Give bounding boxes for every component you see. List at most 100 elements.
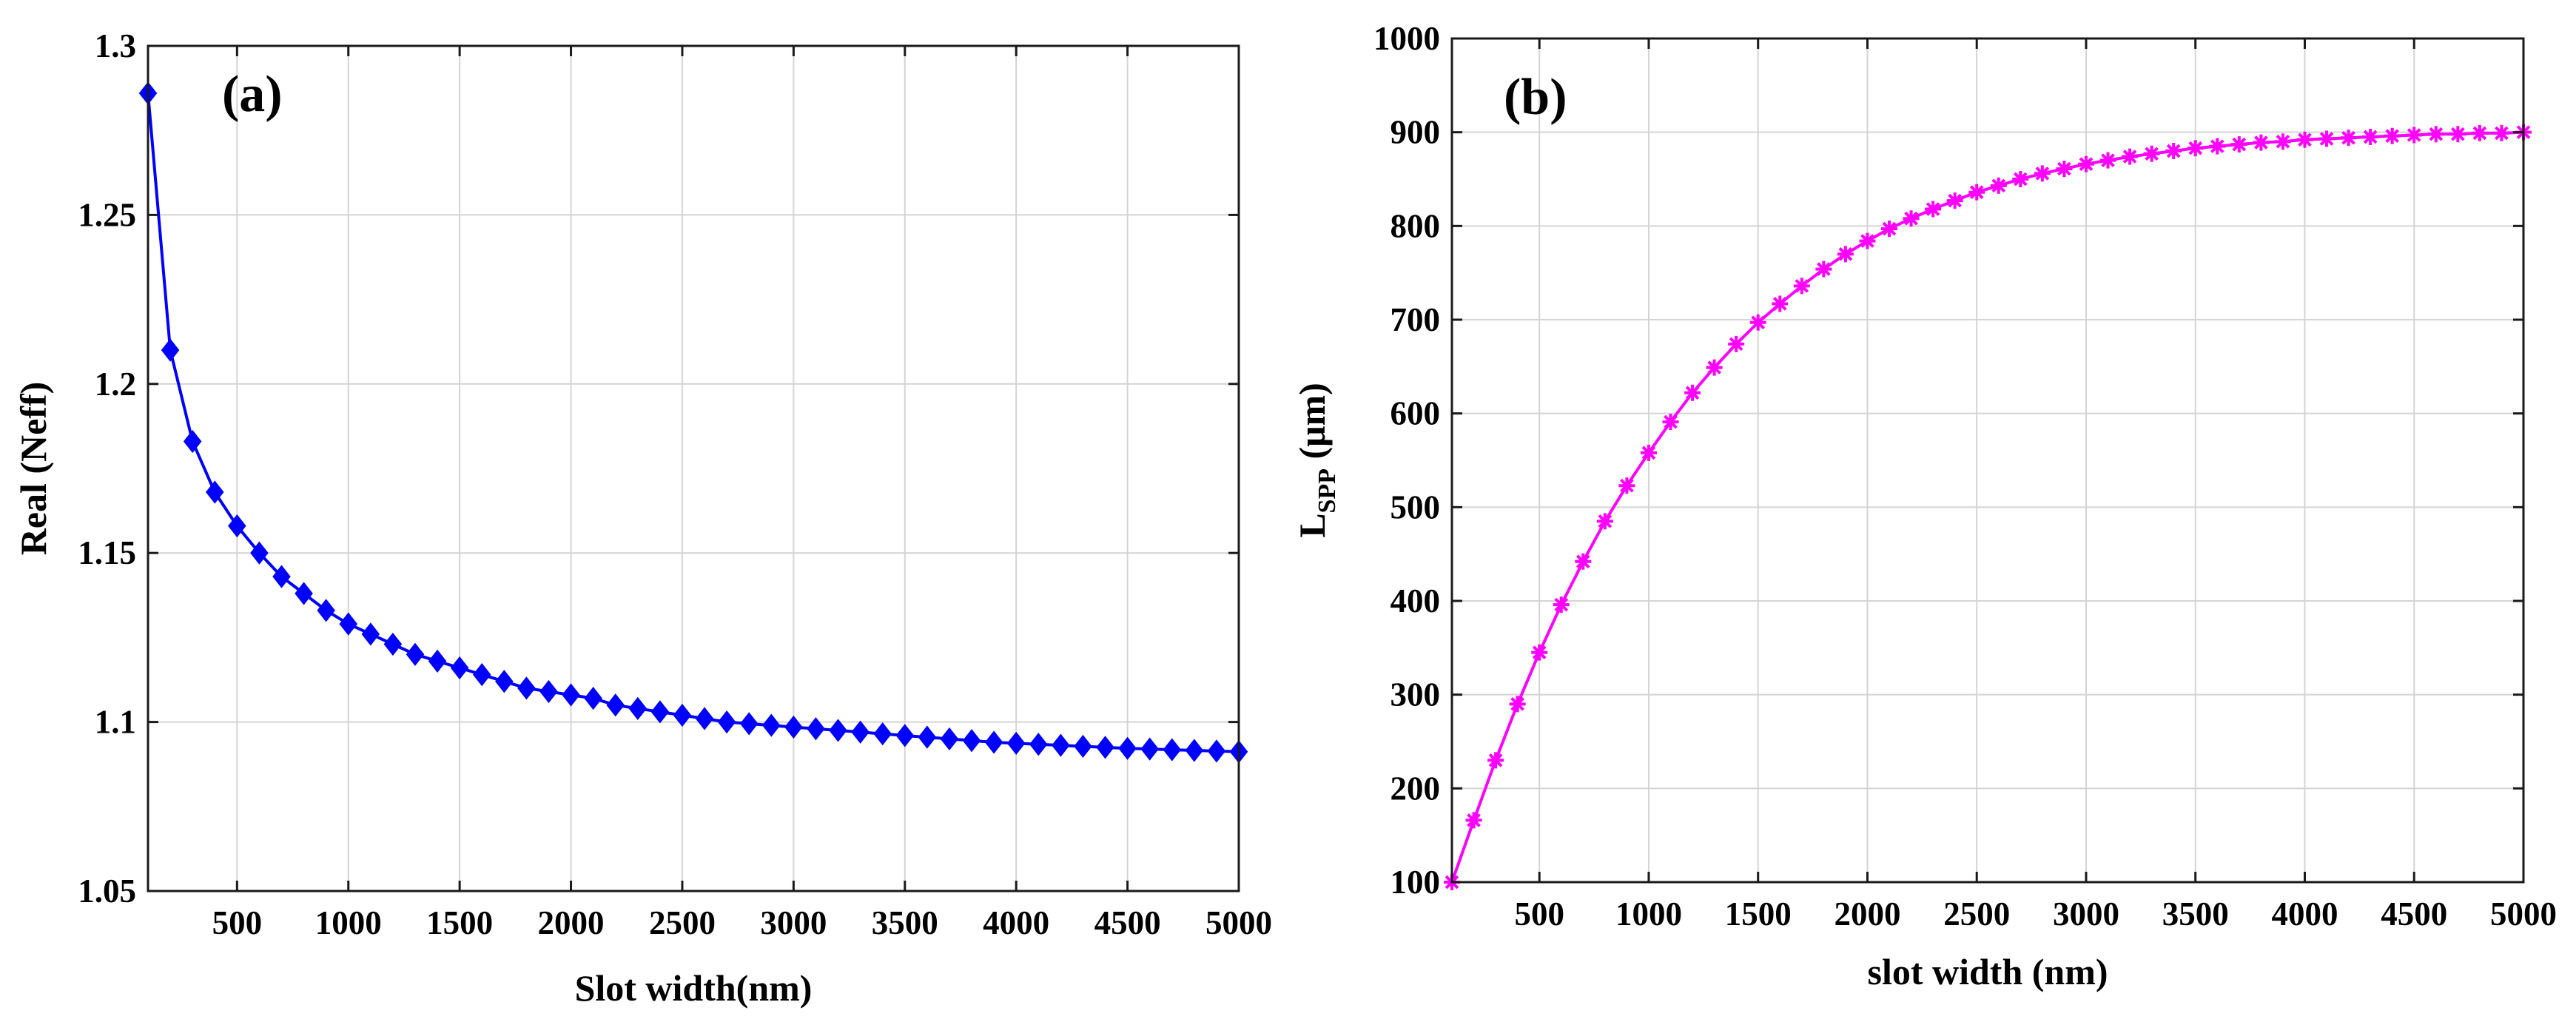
x-tick-label-b: 4000 [2271, 895, 2338, 932]
x-tick-label-a: 2500 [649, 904, 716, 941]
x-tick-label-b: 3500 [2162, 895, 2229, 932]
data-point-b [2209, 138, 2226, 155]
data-point-a [317, 599, 335, 622]
data-point-a [606, 693, 625, 717]
data-point-b [2427, 126, 2444, 143]
data-point-a [228, 514, 246, 538]
data-point-b [2012, 171, 2029, 187]
data-point-a [829, 719, 847, 742]
y-tick-label-a: 1.15 [78, 534, 136, 571]
chart-panel-a: 500 1000 1500 2000 2500 3000 3500 4000 4500 5000 … [13, 27, 1272, 1009]
x-tick-label-a: 3500 [872, 904, 938, 941]
data-point-b [2099, 152, 2116, 169]
data-point-b [2077, 155, 2094, 172]
data-point-b [1903, 210, 1920, 227]
data-point-b [2143, 145, 2160, 162]
data-point-a [495, 670, 514, 693]
data-point-a [205, 480, 224, 504]
data-point-a [1163, 738, 1182, 762]
data-point-b [1815, 260, 1832, 278]
x-tick-label-b: 4500 [2381, 895, 2447, 932]
data-point-b [1772, 295, 1789, 312]
data-point-a [784, 715, 803, 739]
data-point-a [1006, 731, 1026, 755]
data-point-b [2230, 136, 2247, 153]
y-tick-label-b: 1000 [1373, 20, 1440, 57]
data-point-b [2318, 130, 2335, 147]
data-point-a [1029, 733, 1048, 756]
x-axis-title-a: Slot width(nm) [575, 967, 813, 1009]
y-tick-label-b: 600 [1390, 395, 1441, 432]
y-tick-label-b: 900 [1390, 114, 1441, 151]
y-tick-labels-b: 100 200 300 400 500 600 700 800 900 1000 [1373, 20, 1440, 901]
x-tick-label-b: 2000 [1834, 895, 1900, 932]
y-axis-title-b: LSPP (μm) [1291, 383, 1341, 538]
x-tick-label-a: 1500 [426, 904, 493, 941]
data-point-a [250, 541, 269, 565]
data-point-b [1553, 596, 1570, 613]
data-point-b [1465, 812, 1482, 829]
data-point-a [673, 703, 692, 727]
y-tick-label-b: 800 [1390, 207, 1441, 244]
data-point-a [650, 700, 670, 724]
data-point-a [807, 717, 825, 741]
data-point-b [2362, 129, 2379, 145]
data-point-a [940, 727, 959, 751]
x-tick-label-b: 1000 [1615, 895, 1682, 932]
data-point-b [1749, 314, 1766, 331]
y-axis-title-b-sub: SPP [1314, 468, 1341, 513]
x-axis-title-b: slot width (nm) [1867, 951, 2108, 992]
data-point-b [2122, 148, 2139, 165]
y-axis-title-b-main: L [1291, 513, 1333, 537]
data-point-b [1859, 232, 1876, 249]
data-point-b [1531, 644, 1548, 661]
x-tick-label-a: 5000 [1205, 904, 1272, 941]
data-point-a [383, 632, 403, 656]
data-point-a [584, 687, 602, 710]
data-point-a [739, 712, 759, 736]
x-tick-labels-b: 500 1000 1500 2000 2500 3000 3500 4000 4500 5000 [1514, 895, 2557, 932]
data-point-a [695, 707, 714, 730]
x-tick-label-a: 1000 [315, 904, 382, 941]
y-tick-labels-a: 1.05 1.1 1.15 1.2 1.25 1.3 [78, 27, 136, 910]
data-point-b [2056, 161, 2073, 178]
data-point-a [1207, 739, 1226, 763]
x-tick-label-a: 2000 [538, 904, 605, 941]
data-point-b [1575, 553, 1592, 570]
x-tick-label-b: 5000 [2490, 895, 2557, 932]
data-point-b [1728, 335, 1745, 352]
data-point-b [2406, 127, 2423, 144]
data-point-a [183, 429, 202, 454]
data-point-a [895, 724, 915, 747]
x-tick-label-b: 1500 [1725, 895, 1792, 932]
data-point-a [295, 582, 313, 605]
axes-frame-a [147, 44, 1240, 892]
panel-label-a: (a) [222, 66, 283, 123]
data-point-b [2034, 165, 2051, 182]
data-point-b [1946, 192, 1963, 209]
y-tick-label-b: 300 [1390, 676, 1441, 713]
y-tick-label-b: 200 [1390, 770, 1441, 807]
y-axis-title-a: Real (Neff) [13, 382, 54, 556]
data-point-b [2274, 133, 2291, 150]
data-point-b [2165, 143, 2182, 159]
data-point-b [1662, 414, 1679, 431]
data-point-b [1509, 696, 1526, 713]
data-point-b [1925, 201, 1942, 218]
data-point-a [539, 679, 558, 704]
x-tick-label-a: 3000 [760, 904, 827, 941]
data-point-b [1706, 359, 1723, 376]
panel-label-b: (b) [1504, 69, 1567, 126]
data-point-a [517, 676, 536, 700]
data-point-a [628, 696, 648, 720]
chart-panel-b: 500 1000 1500 2000 2500 3000 3500 4000 4500 5000 … [1291, 20, 2557, 992]
y-tick-label-a: 1.05 [78, 873, 136, 910]
axes-frame-b [1450, 37, 2525, 884]
y-tick-label-a: 1.3 [95, 27, 136, 64]
data-point-b [2493, 124, 2510, 141]
data-point-b [1881, 221, 1898, 238]
data-point-b [1990, 177, 2007, 194]
data-point-a [562, 683, 580, 707]
y-tick-label-a: 1.25 [78, 196, 136, 233]
data-point-a [361, 622, 380, 646]
